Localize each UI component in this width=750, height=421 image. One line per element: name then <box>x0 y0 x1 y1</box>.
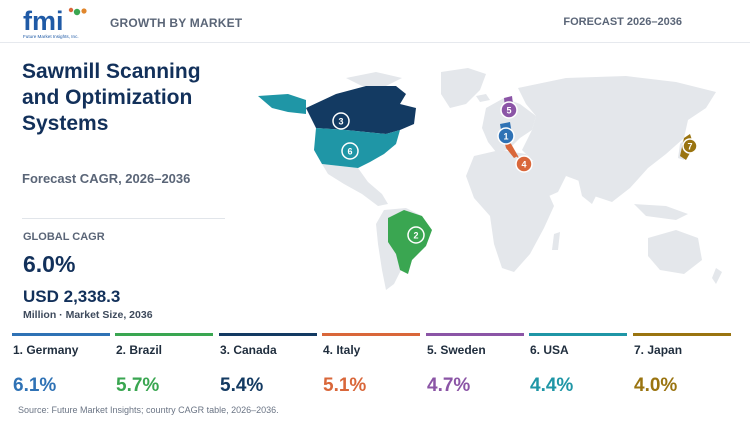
land-se-asia <box>634 204 688 220</box>
country-name: 1. Germany <box>13 343 79 357</box>
svg-text:1: 1 <box>503 132 508 142</box>
forecast-period-label: FORECAST 2026–2036 <box>563 16 682 28</box>
marker-canada[interactable]: 3 <box>332 112 350 130</box>
land-mexico <box>322 164 388 206</box>
country-color-bar <box>322 333 420 336</box>
global-cagr-value: 6.0% <box>23 251 76 277</box>
country-cagr-value: 4.7% <box>427 375 471 396</box>
land-madagascar <box>552 232 560 250</box>
country-card-japan[interactable]: 7. Japan 4.0% <box>633 333 731 397</box>
marker-sweden[interactable]: 5 <box>500 101 518 119</box>
marker-italy[interactable]: 4 <box>515 155 533 173</box>
country-color-bar <box>12 333 110 336</box>
land-new-zealand <box>712 268 722 284</box>
global-cagr-label: GLOBAL CAGR <box>23 231 105 243</box>
land-asia <box>518 76 716 202</box>
land-india <box>576 170 602 204</box>
marker-brazil[interactable]: 2 <box>407 226 425 244</box>
country-cagr-value: 4.0% <box>634 375 678 396</box>
svg-text:7: 7 <box>687 142 692 152</box>
marker-usa[interactable]: 6 <box>341 142 359 160</box>
country-color-bar <box>529 333 627 336</box>
divider <box>22 218 225 219</box>
land-australia <box>648 230 702 274</box>
market-size-value: USD 2,338.3 <box>23 287 121 306</box>
market-size-label: Million · Market Size, 2036 <box>23 309 153 321</box>
svg-text:6: 6 <box>347 147 352 157</box>
logo-text: fmi <box>23 6 64 36</box>
country-card-brazil[interactable]: 2. Brazil 5.7% <box>115 333 213 397</box>
country-cagr-value: 5.7% <box>116 375 160 396</box>
country-cagr-value: 4.4% <box>530 375 574 396</box>
growth-by-market-label: GROWTH BY MARKET <box>110 16 243 30</box>
country-canada <box>306 86 416 134</box>
svg-text:2: 2 <box>413 231 418 241</box>
page-title: Sawmill Scanning and Optimization System… <box>22 60 201 135</box>
country-alaska <box>258 94 306 114</box>
country-color-bar <box>426 333 524 336</box>
country-color-bar <box>219 333 317 336</box>
country-card-germany[interactable]: 1. Germany 6.1% <box>12 333 110 397</box>
land-masses <box>322 68 722 290</box>
land-arctic-islands <box>346 72 402 86</box>
svg-text:4: 4 <box>521 160 526 170</box>
svg-text:3: 3 <box>338 117 343 127</box>
world-map: 1 2 3 4 5 6 7 <box>258 68 722 290</box>
country-cagr-value: 6.1% <box>13 375 57 396</box>
country-brazil <box>388 210 432 274</box>
country-name: 7. Japan <box>634 343 683 357</box>
land-iceland <box>476 94 490 102</box>
land-africa <box>466 150 554 272</box>
country-card-canada[interactable]: 3. Canada 5.4% <box>219 333 317 397</box>
marker-japan[interactable]: 7 <box>682 138 698 154</box>
country-card-italy[interactable]: 4. Italy 5.1% <box>322 333 420 397</box>
country-cagr-value: 5.1% <box>323 375 367 396</box>
svg-text:5: 5 <box>506 106 511 116</box>
forecast-subtitle: Forecast CAGR, 2026–2036 <box>22 171 191 186</box>
country-cagr-value: 5.4% <box>220 375 264 396</box>
country-cagr-list: 1. Germany 6.1% 2. Brazil 5.7% 3. Canada… <box>12 333 736 397</box>
country-name: 3. Canada <box>220 343 277 357</box>
logo-tagline: Future Market Insights, Inc. <box>23 34 79 39</box>
land-greenland <box>441 68 486 108</box>
marker-germany[interactable]: 1 <box>497 127 515 145</box>
country-name: 6. USA <box>530 343 569 357</box>
fmi-logo[interactable]: fmi Future Market Insights, Inc. <box>22 6 92 40</box>
country-card-usa[interactable]: 6. USA 4.4% <box>529 333 627 397</box>
source-note: Source: Future Market Insights; country … <box>18 405 279 415</box>
country-name: 5. Sweden <box>427 343 486 357</box>
country-color-bar <box>633 333 731 336</box>
country-name: 4. Italy <box>323 343 361 357</box>
country-card-sweden[interactable]: 5. Sweden 4.7% <box>426 333 524 397</box>
country-color-bar <box>115 333 213 336</box>
country-name: 2. Brazil <box>116 343 163 357</box>
header-bar: fmi Future Market Insights, Inc. GROWTH … <box>0 0 750 43</box>
